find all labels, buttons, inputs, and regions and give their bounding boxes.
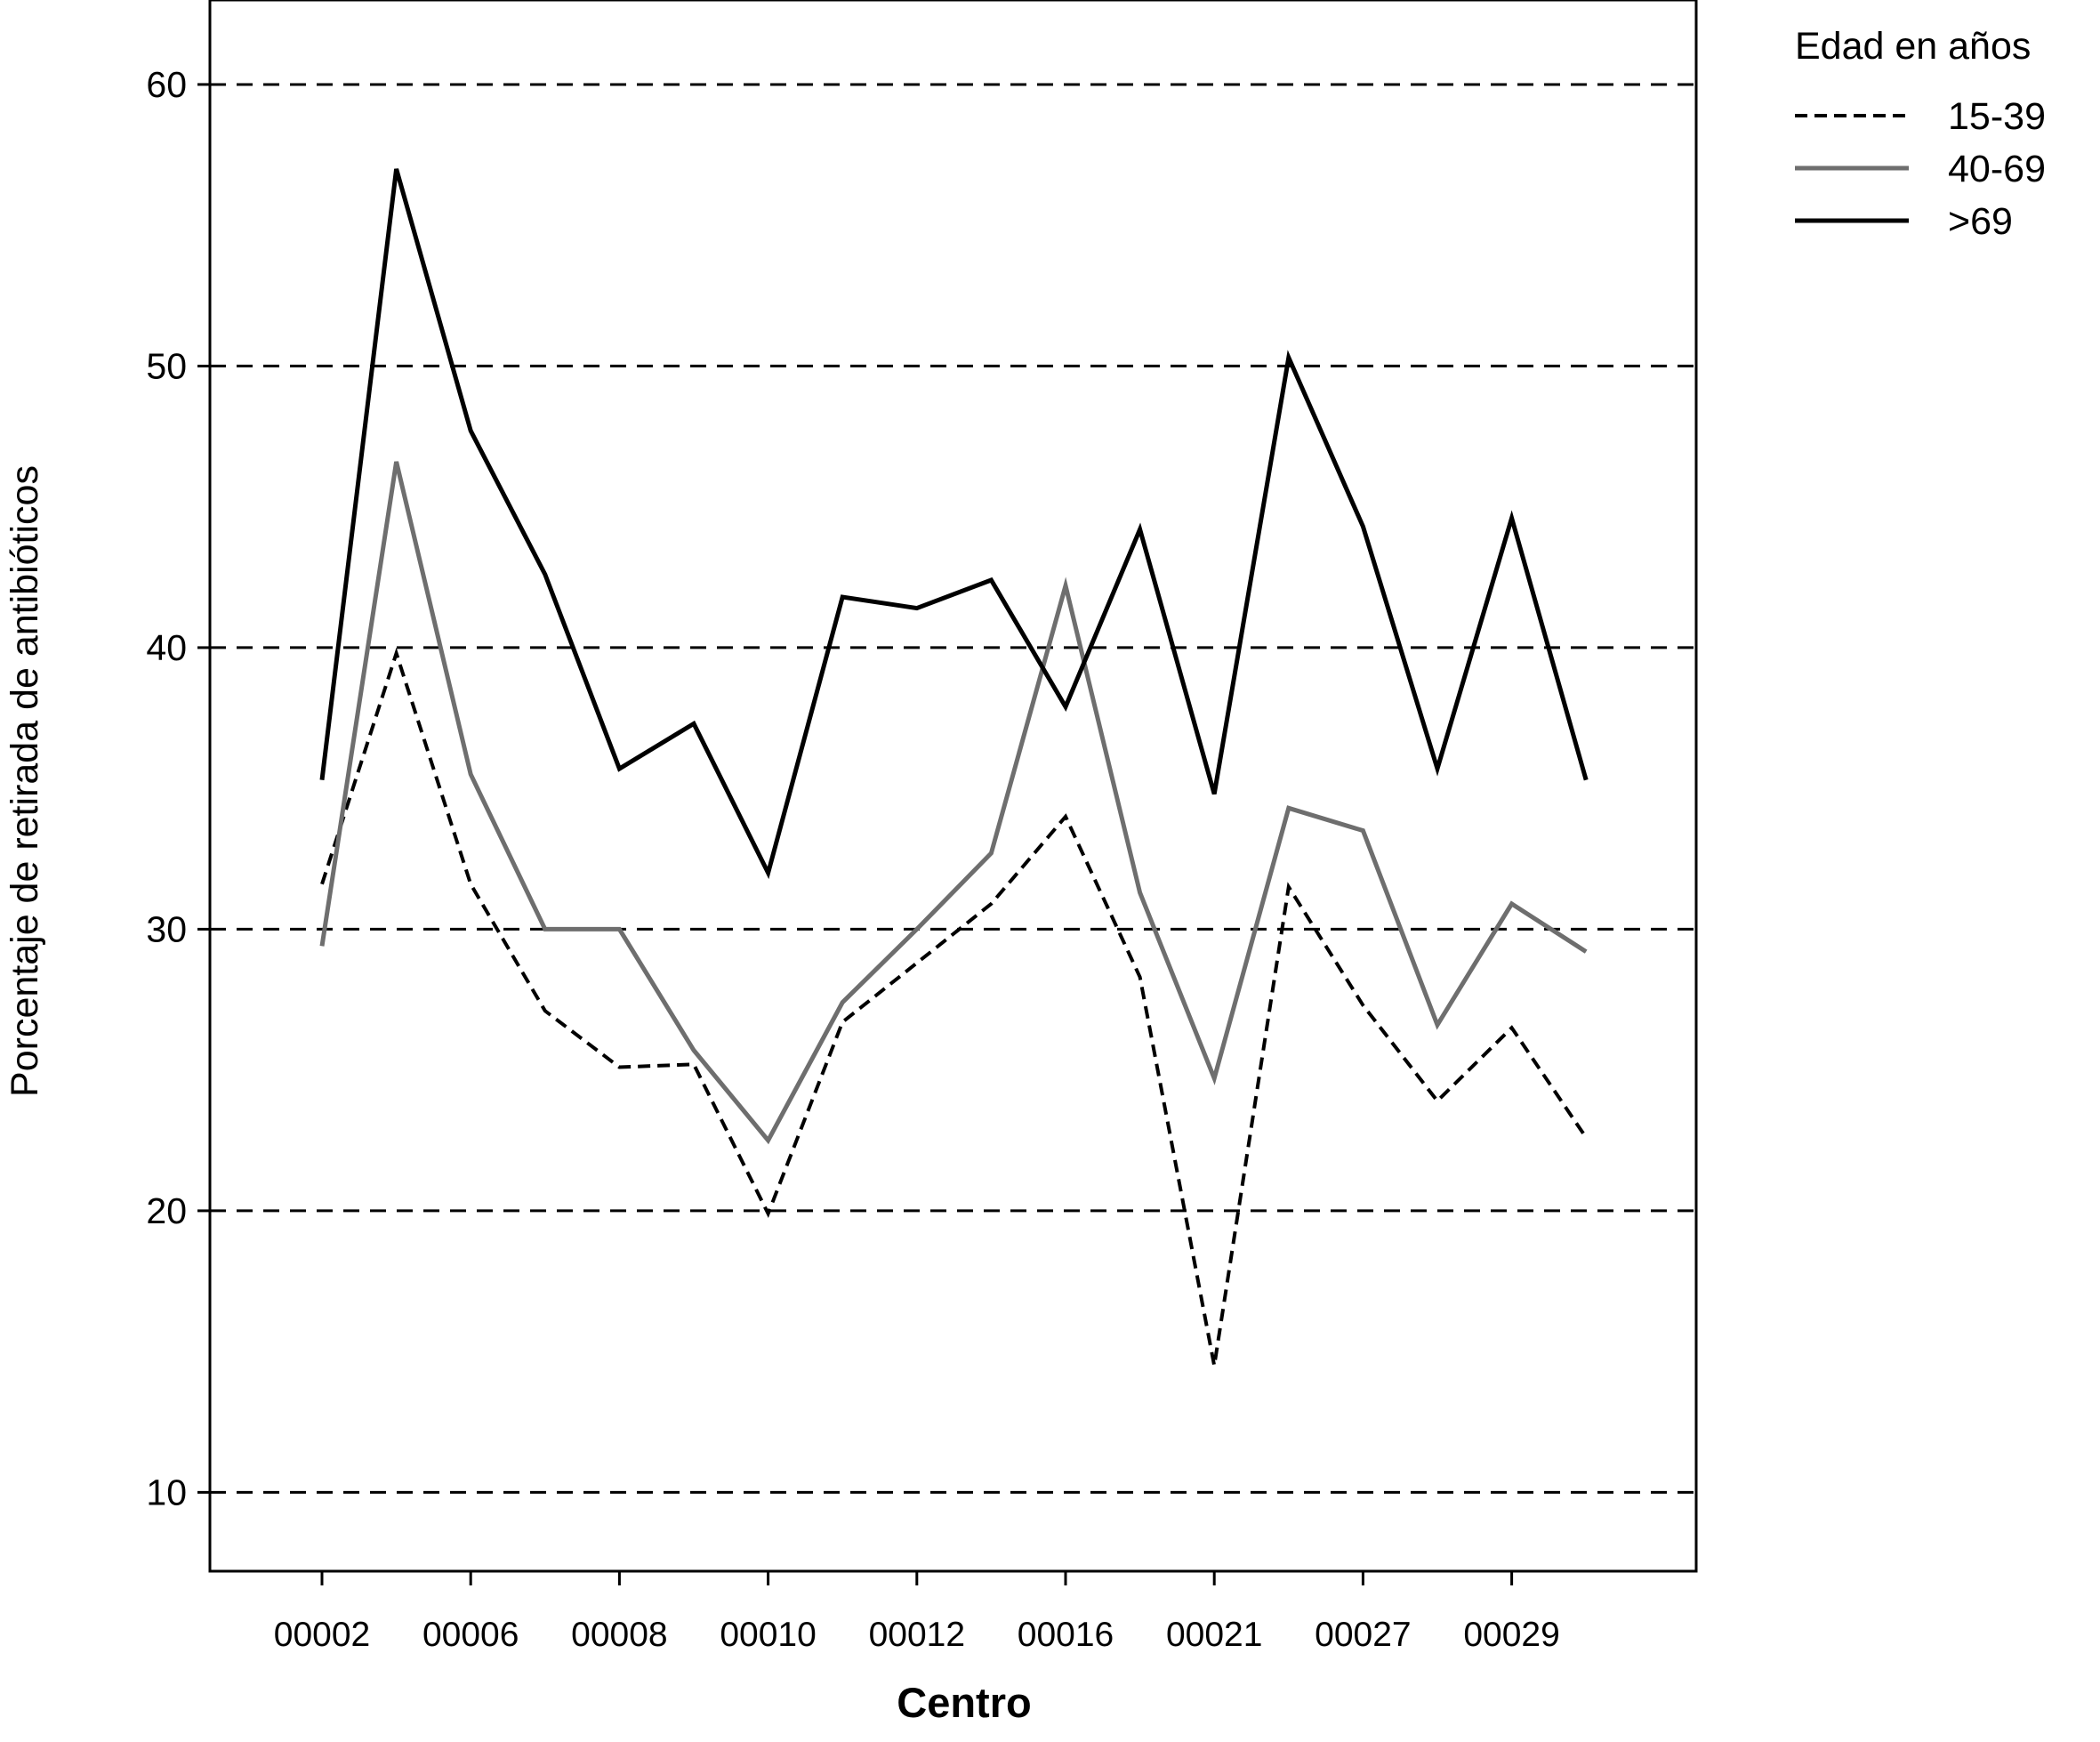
series-line-0 — [320, 647, 1588, 1367]
x-tick-label: 00008 — [571, 1616, 667, 1654]
legend-label: 15-39 — [1948, 95, 2046, 138]
x-tick-label: 00002 — [274, 1616, 370, 1654]
plot-frame — [208, 0, 1698, 1573]
x-tick-label: 00006 — [422, 1616, 519, 1654]
x-tick-label: 00027 — [1315, 1616, 1411, 1654]
y-tick-label: 30 — [146, 908, 187, 949]
legend-label: 40-69 — [1948, 148, 2046, 190]
series-line-2 — [319, 168, 1589, 880]
x-tick-label: 00029 — [1463, 1616, 1559, 1654]
y-tick-label: 10 — [146, 1472, 187, 1512]
series-lines — [319, 168, 1589, 1367]
y-tick-label: 20 — [146, 1190, 187, 1231]
y-axis-ticks: 10 20 30 40 50 60 — [146, 64, 210, 1512]
series-line-1 — [319, 461, 1588, 1145]
legend-title: Edad en años — [1795, 25, 2031, 68]
legend: Edad en años 15-39 40-69 >69 — [1795, 25, 2046, 243]
y-tick-label: 40 — [146, 627, 187, 668]
x-tick-label: 00016 — [1018, 1616, 1114, 1654]
y-tick-label: 60 — [146, 64, 187, 105]
x-tick-label: 00012 — [869, 1616, 965, 1654]
legend-label: >69 — [1948, 200, 2013, 243]
x-tick-label: 00010 — [720, 1616, 816, 1654]
x-tick-label: 00021 — [1166, 1616, 1262, 1654]
y-axis-label: Porcentaje de retirada de antibióticos — [4, 465, 46, 1097]
x-axis-ticks: 00002 00006 00008 00010 00012 00016 00021 00027… — [274, 1571, 1560, 1654]
gridlines — [210, 83, 1696, 1494]
y-tick-label: 50 — [146, 345, 187, 386]
x-axis-label: Centro — [897, 1679, 1031, 1726]
